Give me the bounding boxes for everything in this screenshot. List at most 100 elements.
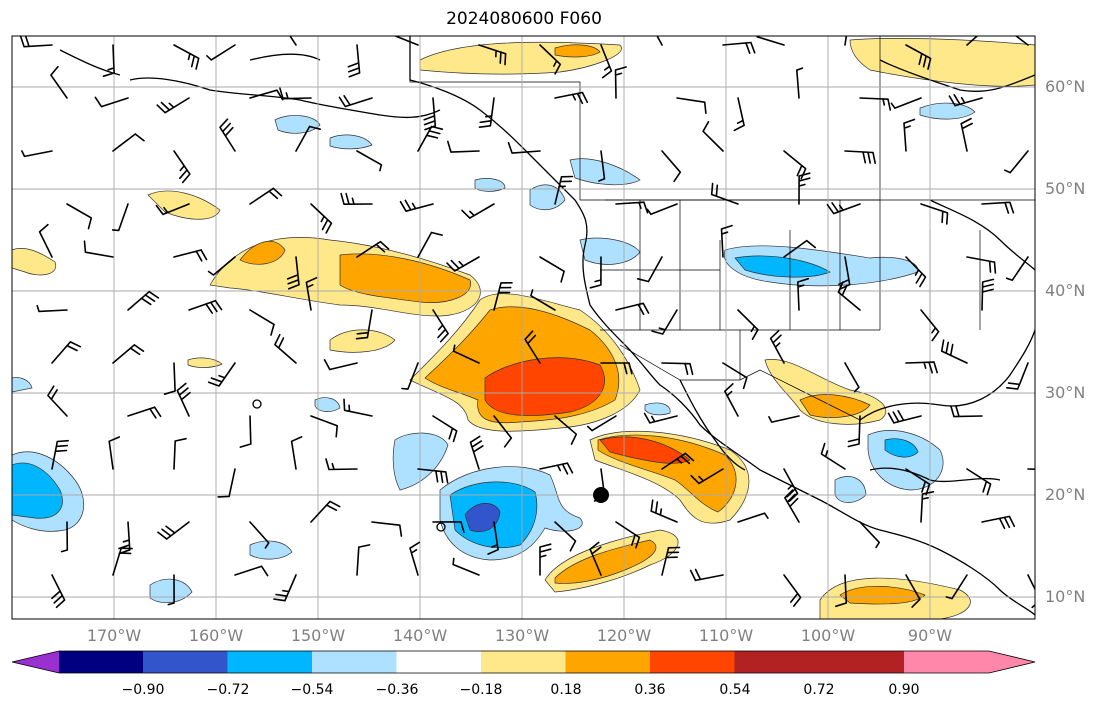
wind-barb	[887, 410, 922, 424]
wind-barb	[598, 150, 606, 182]
wind-barb	[38, 223, 53, 258]
wind-barb	[661, 452, 695, 470]
wind-barb	[615, 521, 641, 549]
wind-barb	[155, 203, 190, 216]
wind-barb	[249, 187, 283, 205]
wind-barb	[310, 415, 338, 438]
wind-barb	[783, 574, 802, 607]
lon-label: 150°W	[290, 626, 346, 645]
wind-barb	[733, 97, 745, 132]
colorbar-segment	[143, 651, 228, 673]
wind-barb	[524, 330, 541, 364]
wind-barb	[478, 44, 507, 66]
colorbar-extend-max	[989, 651, 1035, 673]
wind-barb	[112, 344, 145, 364]
positive-anomaly-region	[849, 38, 1035, 87]
wind-barb	[615, 201, 649, 214]
wind-barb	[554, 415, 578, 445]
wind-barb	[905, 574, 921, 608]
wind-barb	[844, 36, 848, 46]
wind-barb	[111, 203, 129, 232]
wind-barb	[690, 468, 724, 485]
colorbar-segment	[565, 651, 650, 673]
wind-barb	[722, 41, 756, 54]
wind-barb	[338, 95, 373, 108]
lon-label: 90°W	[907, 626, 953, 645]
wind-barb	[417, 125, 444, 152]
wind-barb	[60, 521, 69, 553]
wind-barb	[206, 44, 236, 61]
wind-barb	[340, 192, 373, 205]
colorbar-tick-label: 0.36	[634, 682, 666, 698]
wind-barb	[724, 383, 739, 417]
wind-barb	[217, 468, 236, 498]
wind-barb	[950, 405, 983, 418]
wind-barb	[600, 44, 613, 79]
wind-barb	[643, 412, 678, 424]
wind-barb	[539, 256, 565, 283]
wind-barb	[127, 290, 160, 311]
wind-barb	[589, 256, 602, 289]
wind-barb	[960, 117, 973, 152]
wind-barb	[903, 118, 916, 152]
wind-barb	[722, 362, 748, 390]
wind-barb	[507, 141, 541, 154]
lon-label: 170°W	[86, 626, 142, 645]
wind-barb	[356, 544, 371, 576]
wind-barb	[756, 36, 785, 46]
negative-anomaly-region	[474, 178, 506, 192]
positive-anomaly-region	[554, 44, 601, 58]
wind-barb	[102, 44, 115, 77]
wind-barb	[539, 543, 552, 576]
wind-barb	[249, 89, 284, 101]
negative-anomaly-region	[464, 503, 501, 532]
wind-barb	[768, 415, 800, 423]
colorbar-segment	[59, 651, 143, 673]
calm-wind-marker	[436, 522, 446, 532]
wind-barb	[826, 202, 861, 215]
wind-barb	[173, 249, 208, 262]
wind-barb	[844, 150, 876, 164]
wind-barb	[737, 309, 759, 340]
wind-barb	[847, 415, 861, 448]
wind-barb	[783, 239, 816, 258]
wind-barb	[530, 289, 556, 311]
wind-barb	[310, 500, 341, 523]
negative-anomaly-region	[529, 184, 566, 211]
wind-barb	[676, 97, 707, 114]
wind-barb	[539, 44, 562, 75]
storm-center-marker	[593, 487, 609, 503]
wind-barb	[783, 150, 807, 180]
positive-anomaly-region	[239, 240, 286, 265]
wind-barb	[432, 415, 458, 443]
wind-barb	[325, 458, 358, 471]
wind-barb	[409, 541, 421, 576]
wind-barb	[234, 565, 269, 577]
wind-barb	[47, 385, 68, 417]
wind-barb	[447, 140, 480, 153]
wind-barb	[371, 521, 403, 537]
wind-barb	[859, 97, 892, 111]
wind-barb	[720, 224, 733, 258]
wind-barb	[290, 436, 303, 470]
plot-frame	[11, 35, 1036, 620]
calm-wind-marker	[252, 399, 262, 409]
wind-barb	[966, 36, 995, 46]
wind-barb	[820, 442, 846, 470]
wind-barb	[461, 203, 495, 219]
wind-barb	[347, 44, 361, 78]
coastlines	[59, 36, 1035, 616]
colorbar-segment	[650, 651, 735, 673]
wind-barb	[981, 278, 995, 311]
wind-barb	[66, 203, 93, 230]
wind-barb	[417, 231, 443, 258]
wind-barb	[156, 97, 190, 114]
anomaly-contours	[12, 38, 1035, 619]
wind-barb	[432, 521, 465, 534]
lon-label: 160°W	[188, 626, 244, 645]
wind-barb	[249, 309, 275, 336]
wind-barb	[163, 362, 176, 395]
wind-barb	[737, 512, 769, 523]
wind-barb	[157, 521, 190, 540]
colorbar-tick-label: −0.36	[375, 682, 419, 698]
